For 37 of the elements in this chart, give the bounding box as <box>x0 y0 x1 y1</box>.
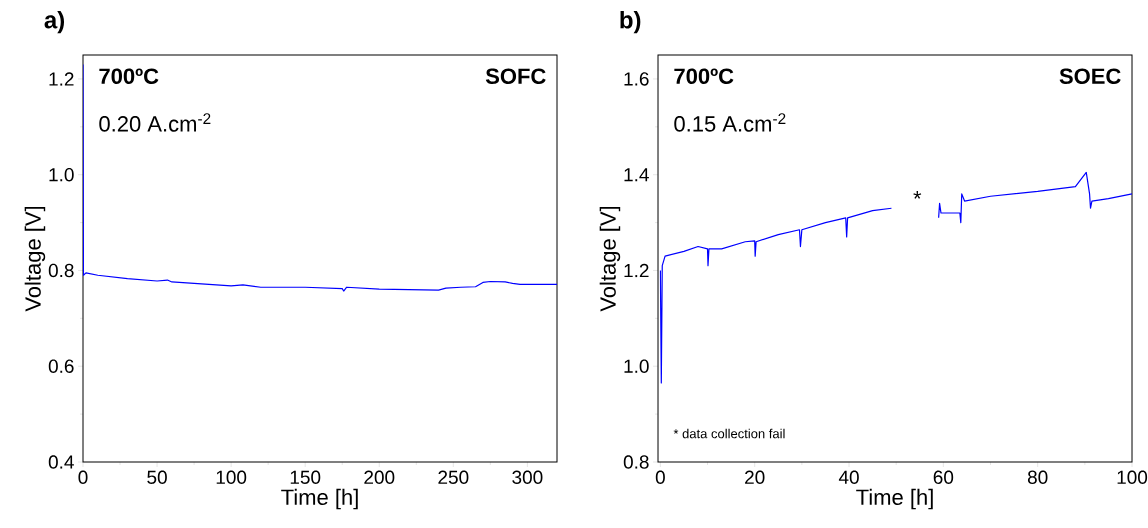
x-axis-title: Time [h] <box>856 488 933 510</box>
y-tick-label: 0.8 <box>48 263 74 278</box>
x-axis-title: Time [h] <box>281 488 358 510</box>
annotation: 700ºC <box>99 68 159 84</box>
x-tick-label: 0 <box>655 470 665 484</box>
x-tick-label: 20 <box>745 470 765 484</box>
annotation: SOFC <box>485 68 546 84</box>
y-tick-label: 1.0 <box>49 167 74 182</box>
x-tick-label: 250 <box>438 470 469 484</box>
y-tick-label: 1.2 <box>624 263 649 278</box>
x-tick-label: 0 <box>78 470 88 484</box>
x-tick-label: 60 <box>933 470 954 484</box>
x-tick-label: 150 <box>290 470 321 484</box>
annotation: SOEC <box>1059 68 1121 84</box>
annotation: 0.20 A.cm$^{-2}$ <box>99 113 211 132</box>
annotation: * data collection fail <box>673 428 785 439</box>
x-tick-label: 100 <box>1117 470 1148 484</box>
y-tick-label: 0.8 <box>623 455 649 469</box>
chart-title: a) <box>44 10 65 34</box>
x-tick-label: 40 <box>838 470 859 484</box>
y-tick-label: 1.2 <box>49 72 74 86</box>
annotation: 700ºC <box>674 68 734 84</box>
x-tick-label: 200 <box>364 470 395 484</box>
annotation: * <box>913 191 922 199</box>
x-tick-label: 50 <box>147 470 167 484</box>
y-tick-label: 0.6 <box>48 359 74 373</box>
x-tick-label: 300 <box>512 470 543 484</box>
y-tick-label: 1.4 <box>624 168 649 182</box>
y-tick-label: 1.0 <box>624 359 649 373</box>
y-tick-label: 0.4 <box>48 455 74 469</box>
x-tick-label: 100 <box>216 470 247 484</box>
chart-title: b) <box>620 10 641 34</box>
y-axis-title: Voltage [V] <box>24 206 46 312</box>
y-tick-label: 1.6 <box>624 72 649 86</box>
y-axis-title: Voltage [V] <box>599 206 621 312</box>
annotation: 0.15 A.cm$^{-2}$ <box>674 113 786 132</box>
x-tick-label: 80 <box>1027 470 1048 484</box>
